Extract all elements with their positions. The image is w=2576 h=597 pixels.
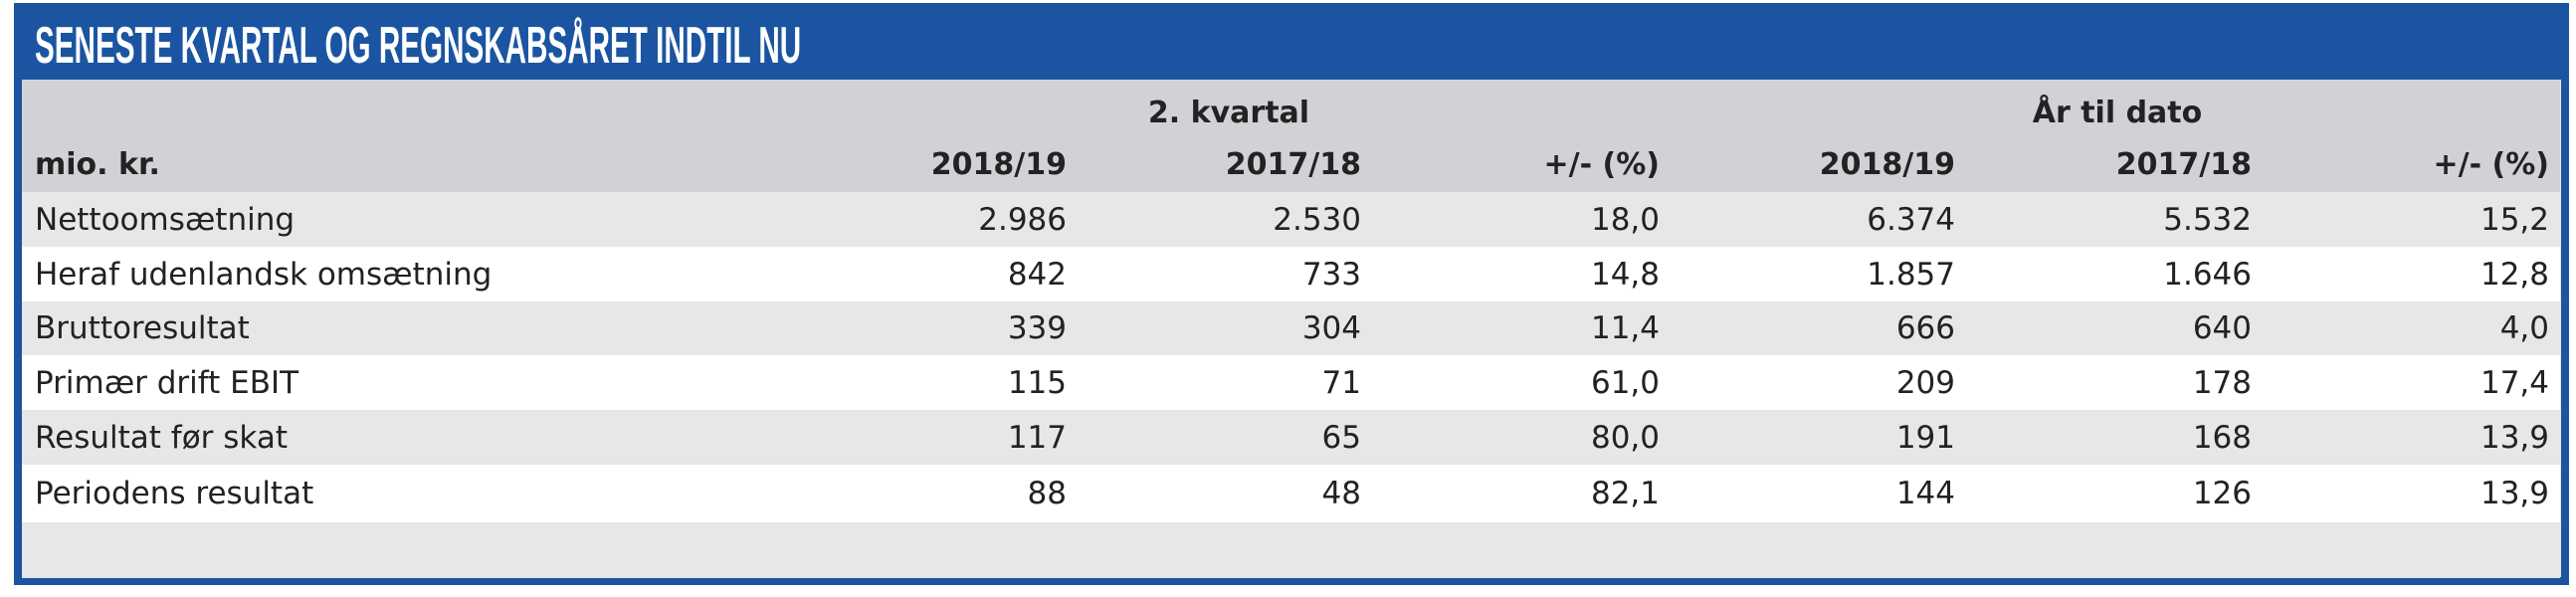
column-header: 2017/18 [2115, 147, 2252, 182]
table-row: Periodens resultat 88 48 82,1 144 126 13,9 [22, 465, 2560, 522]
table-cell: 14,8 [1590, 256, 1660, 293]
table-cell: 339 [1007, 310, 1067, 346]
table-cell: 82,1 [1590, 476, 1660, 511]
table-title: SENESTE KVARTAL OG REGNSKABSÅRET INDTIL … [35, 17, 802, 75]
table-cell: 15,2 [2479, 201, 2549, 238]
table-cell: 48 [1321, 476, 1361, 511]
column-header: 2018/19 [930, 147, 1067, 182]
column-header: +/- (%) [1543, 147, 1660, 182]
table-row: Bruttoresultat 339 304 11,4 666 640 4,0 [22, 301, 2560, 355]
row-label: Primær drift EBIT [35, 364, 299, 401]
table-cell: 1.646 [2163, 256, 2252, 293]
group-header-ytd: År til dato [2032, 96, 2203, 130]
table-cell: 115 [1007, 364, 1067, 401]
table-cell: 12,8 [2479, 256, 2549, 293]
row-label: Nettoomsætning [35, 201, 296, 238]
title-bar: SENESTE KVARTAL OG REGNSKABSÅRET INDTIL … [14, 3, 2569, 80]
table-cell: 1.857 [1867, 256, 1955, 293]
table-row: Nettoomsætning 2.986 2.530 18,0 6.374 5.532 15… [22, 192, 2560, 247]
table-cell: 88 [1027, 476, 1067, 511]
table-cell: 733 [1301, 256, 1361, 293]
row-label: Periodens resultat [35, 476, 314, 511]
column-header: 2018/19 [1819, 147, 1955, 182]
table-cell: 640 [2192, 310, 2252, 346]
table-cell: 209 [1895, 364, 1955, 401]
table-cell: 6.374 [1867, 201, 1955, 238]
table-cell: 80,0 [1590, 419, 1660, 456]
table-cell: 18,0 [1590, 201, 1660, 238]
table-row: Primær drift EBIT 115 71 61,0 209 178 17,4 [22, 355, 2560, 410]
row-label: Resultat før skat [35, 419, 288, 456]
table-cell: 4,0 [2499, 310, 2549, 346]
row-label: Heraf udenlandsk omsætning [35, 256, 493, 293]
table-cell: 13,9 [2479, 476, 2549, 511]
table-cell: 13,9 [2479, 419, 2549, 456]
table-row: Resultat før skat 117 65 80,0 191 168 13,9 [22, 410, 2560, 465]
table-cell: 117 [1007, 419, 1067, 456]
table-row-empty [22, 522, 2560, 578]
table-cell: 17,4 [2479, 364, 2549, 401]
table-cell: 5.532 [2163, 201, 2252, 238]
table-cell: 191 [1895, 419, 1955, 456]
row-label: Bruttoresultat [35, 310, 250, 346]
table-cell: 61,0 [1590, 364, 1660, 401]
table-cell: 2.986 [978, 201, 1067, 238]
table-cell: 666 [1895, 310, 1955, 346]
table-cell: 304 [1301, 310, 1361, 346]
table-cell: 126 [2192, 476, 2252, 511]
table-cell: 65 [1321, 419, 1361, 456]
table-cell: 842 [1007, 256, 1067, 293]
table-cell: 11,4 [1590, 310, 1660, 346]
table-cell: 2.530 [1273, 201, 1361, 238]
table-row: Heraf udenlandsk omsætning 842 733 14,8 1.85… [22, 247, 2560, 301]
column-header-unit: mio. kr. [35, 147, 160, 182]
table-cell: 178 [2192, 364, 2252, 401]
table-cell: 71 [1321, 364, 1361, 401]
table-cell: 168 [2192, 419, 2252, 456]
group-header-quarter: 2. kvartal [1147, 96, 1310, 130]
column-header: +/- (%) [2433, 147, 2549, 182]
column-header: 2017/18 [1225, 147, 1361, 182]
table-header [22, 80, 2560, 192]
table-cell: 144 [1895, 476, 1955, 511]
